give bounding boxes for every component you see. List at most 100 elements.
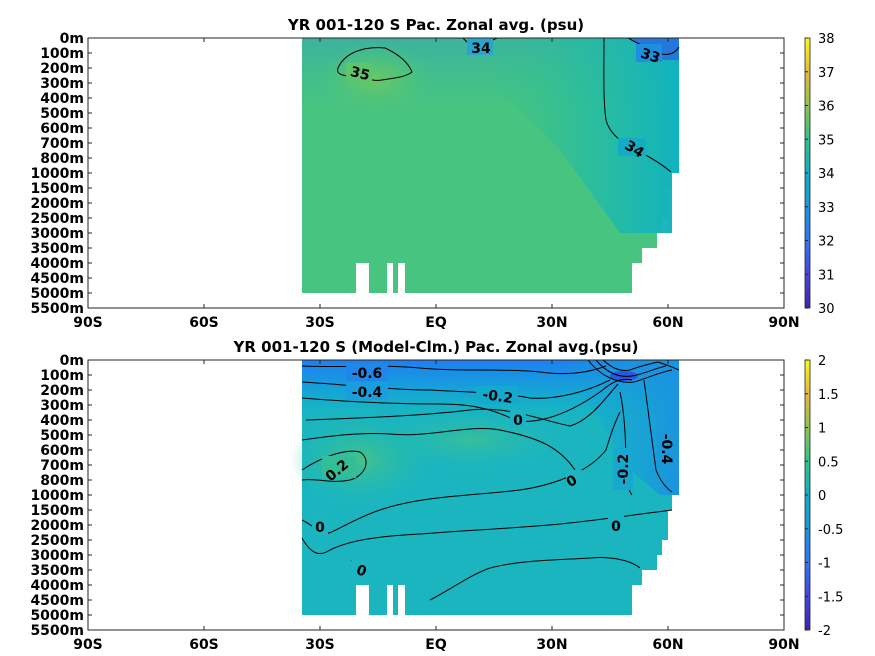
- bathymetry-gap: [356, 263, 369, 295]
- x-tick-label: EQ: [425, 637, 447, 653]
- y-tick-label: 200m: [40, 61, 84, 77]
- x-tick-label: 30S: [305, 315, 335, 331]
- bathymetry-gap: [398, 585, 405, 617]
- panel-salinity: YR 001-120 S Pac. Zonal avg. (psu) 3: [30, 16, 834, 331]
- y-tick-label: 200m: [40, 383, 84, 399]
- contour-label: 35: [349, 64, 372, 84]
- x-tick-label: 60N: [652, 637, 683, 653]
- y-tick-label: 600m: [40, 443, 84, 459]
- x-tick-label: 60N: [652, 315, 683, 331]
- y-tick-label: 300m: [40, 76, 84, 92]
- y-tick-label: 4000m: [30, 256, 84, 272]
- x-tick-label: 60S: [189, 315, 219, 331]
- chart-title: YR 001-120 S (Model-Clm.) Pac. Zonal avg…: [233, 338, 639, 356]
- y-tick-label: 2000m: [30, 518, 84, 534]
- bathymetry-gap: [387, 263, 393, 295]
- colorbar-tick-label: -0.5: [818, 523, 843, 538]
- bathymetry-gap: [387, 585, 393, 617]
- contour-label: -0.4: [658, 434, 674, 465]
- y-tick-label: 500m: [40, 428, 84, 444]
- y-tick-label: 1500m: [30, 181, 84, 197]
- x-tick-label: 30N: [536, 315, 567, 331]
- y-tick-label: 300m: [40, 398, 84, 414]
- y-tick-label: 400m: [40, 413, 84, 429]
- colorbar: 30 31 32 33 34 35 36 37 38: [804, 32, 835, 317]
- x-tick-label: 90S: [73, 637, 103, 653]
- y-tick-label: 700m: [40, 136, 84, 152]
- colorbar-tick-label: -1.5: [818, 590, 843, 605]
- y-tick-label: 400m: [40, 91, 84, 107]
- y-tick-label: 4500m: [30, 593, 84, 609]
- colorbar-tick-label: 37: [818, 66, 835, 81]
- colorbar-tick-label: 35: [818, 133, 835, 148]
- y-tick-label: 2500m: [30, 211, 84, 227]
- contour-label: 0: [611, 519, 621, 535]
- y-tick-label: 5500m: [30, 301, 84, 317]
- colorbar: 2 1.5 1 0.5 0 -0.5 -1 -1.5 -2: [804, 354, 843, 639]
- contour-label: 0: [315, 520, 325, 536]
- colorbar-tick-label: -1: [818, 557, 831, 572]
- y-tick-label: 1500m: [30, 503, 84, 519]
- colorbar-tick-label: 1: [818, 422, 826, 437]
- x-tick-label: 90N: [768, 315, 799, 331]
- y-tick-label: 4000m: [30, 578, 84, 594]
- y-axis: 0m100m200m300m400m500m600m700m800m1000m1…: [30, 31, 784, 317]
- x-axis: 90S 60S 30S EQ 30N 60N 90N: [73, 360, 800, 653]
- colorbar-tick-label: 33: [818, 201, 835, 216]
- colorbar-tick-label: 31: [818, 268, 835, 283]
- colorbar-tick-label: 1.5: [818, 388, 839, 403]
- y-tick-label: 800m: [40, 473, 84, 489]
- y-tick-label: 5500m: [30, 623, 84, 639]
- y-tick-label: 0m: [60, 31, 84, 47]
- colorbar-tick-label: 0.5: [818, 455, 839, 470]
- x-tick-label: 90N: [768, 637, 799, 653]
- y-tick-label: 600m: [40, 121, 84, 137]
- contour-label: -0.6: [352, 366, 383, 382]
- x-tick-label: 30N: [536, 637, 567, 653]
- plot-area: 35 34 33 34: [87, 37, 785, 309]
- plot-area: -0.6 -0.4 -0.2 0 0.2 0 0 0 -0.2 -0.4: [87, 359, 785, 631]
- y-tick-label: 2500m: [30, 533, 84, 549]
- contour-labels: -0.6 -0.4 -0.2 0 0.2 0 0 0 -0.2 -0.4: [312, 363, 677, 581]
- y-tick-label: 3500m: [30, 563, 84, 579]
- x-axis: 90S 60S 30S EQ 30N 60N 90N: [73, 38, 800, 331]
- bathymetry-gap: [398, 263, 405, 295]
- colorbar-tick-label: 30: [818, 302, 835, 317]
- y-tick-label: 5000m: [30, 608, 84, 624]
- y-tick-label: 3500m: [30, 241, 84, 257]
- colorbar-tick-label: 32: [818, 235, 835, 250]
- y-tick-label: 4500m: [30, 271, 84, 287]
- colorbar-tick-label: 34: [818, 167, 835, 182]
- y-tick-label: 1000m: [30, 166, 84, 182]
- y-tick-label: 100m: [40, 46, 84, 62]
- y-tick-label: 700m: [40, 458, 84, 474]
- contour-label: 0: [513, 413, 523, 429]
- y-tick-label: 1000m: [30, 488, 84, 504]
- y-tick-label: 800m: [40, 151, 84, 167]
- contour-label: -0.2: [616, 454, 632, 485]
- colorbar-tick-label: -2: [818, 624, 831, 639]
- colorbar-tick-label: 0: [818, 489, 826, 504]
- x-tick-label: 30S: [305, 637, 335, 653]
- y-tick-label: 5000m: [30, 286, 84, 302]
- y-tick-label: 0m: [60, 353, 84, 369]
- colorbar-tick-label: 38: [818, 32, 835, 47]
- x-tick-label: 90S: [73, 315, 103, 331]
- colorbar-tick-label: 2: [818, 354, 826, 369]
- bathymetry-gap: [356, 585, 369, 617]
- contour-label: 33: [638, 46, 661, 67]
- y-tick-label: 3000m: [30, 226, 84, 242]
- chart-title: YR 001-120 S Pac. Zonal avg. (psu): [287, 16, 584, 34]
- contour-label: -0.4: [352, 385, 383, 401]
- y-tick-label: 500m: [40, 106, 84, 122]
- y-tick-label: 3000m: [30, 548, 84, 564]
- colorbar-tick-label: 36: [818, 100, 835, 115]
- y-axis: 0m100m200m300m400m500m600m700m800m1000m1…: [30, 353, 784, 639]
- panel-salinity-bias: YR 001-120 S (Model-Clm.) Pac. Zonal avg…: [30, 338, 843, 653]
- y-tick-label: 100m: [40, 368, 84, 384]
- x-tick-label: EQ: [425, 315, 447, 331]
- contour-label: 34: [471, 41, 491, 57]
- x-tick-label: 60S: [189, 637, 219, 653]
- contour-label: -0.2: [481, 387, 514, 407]
